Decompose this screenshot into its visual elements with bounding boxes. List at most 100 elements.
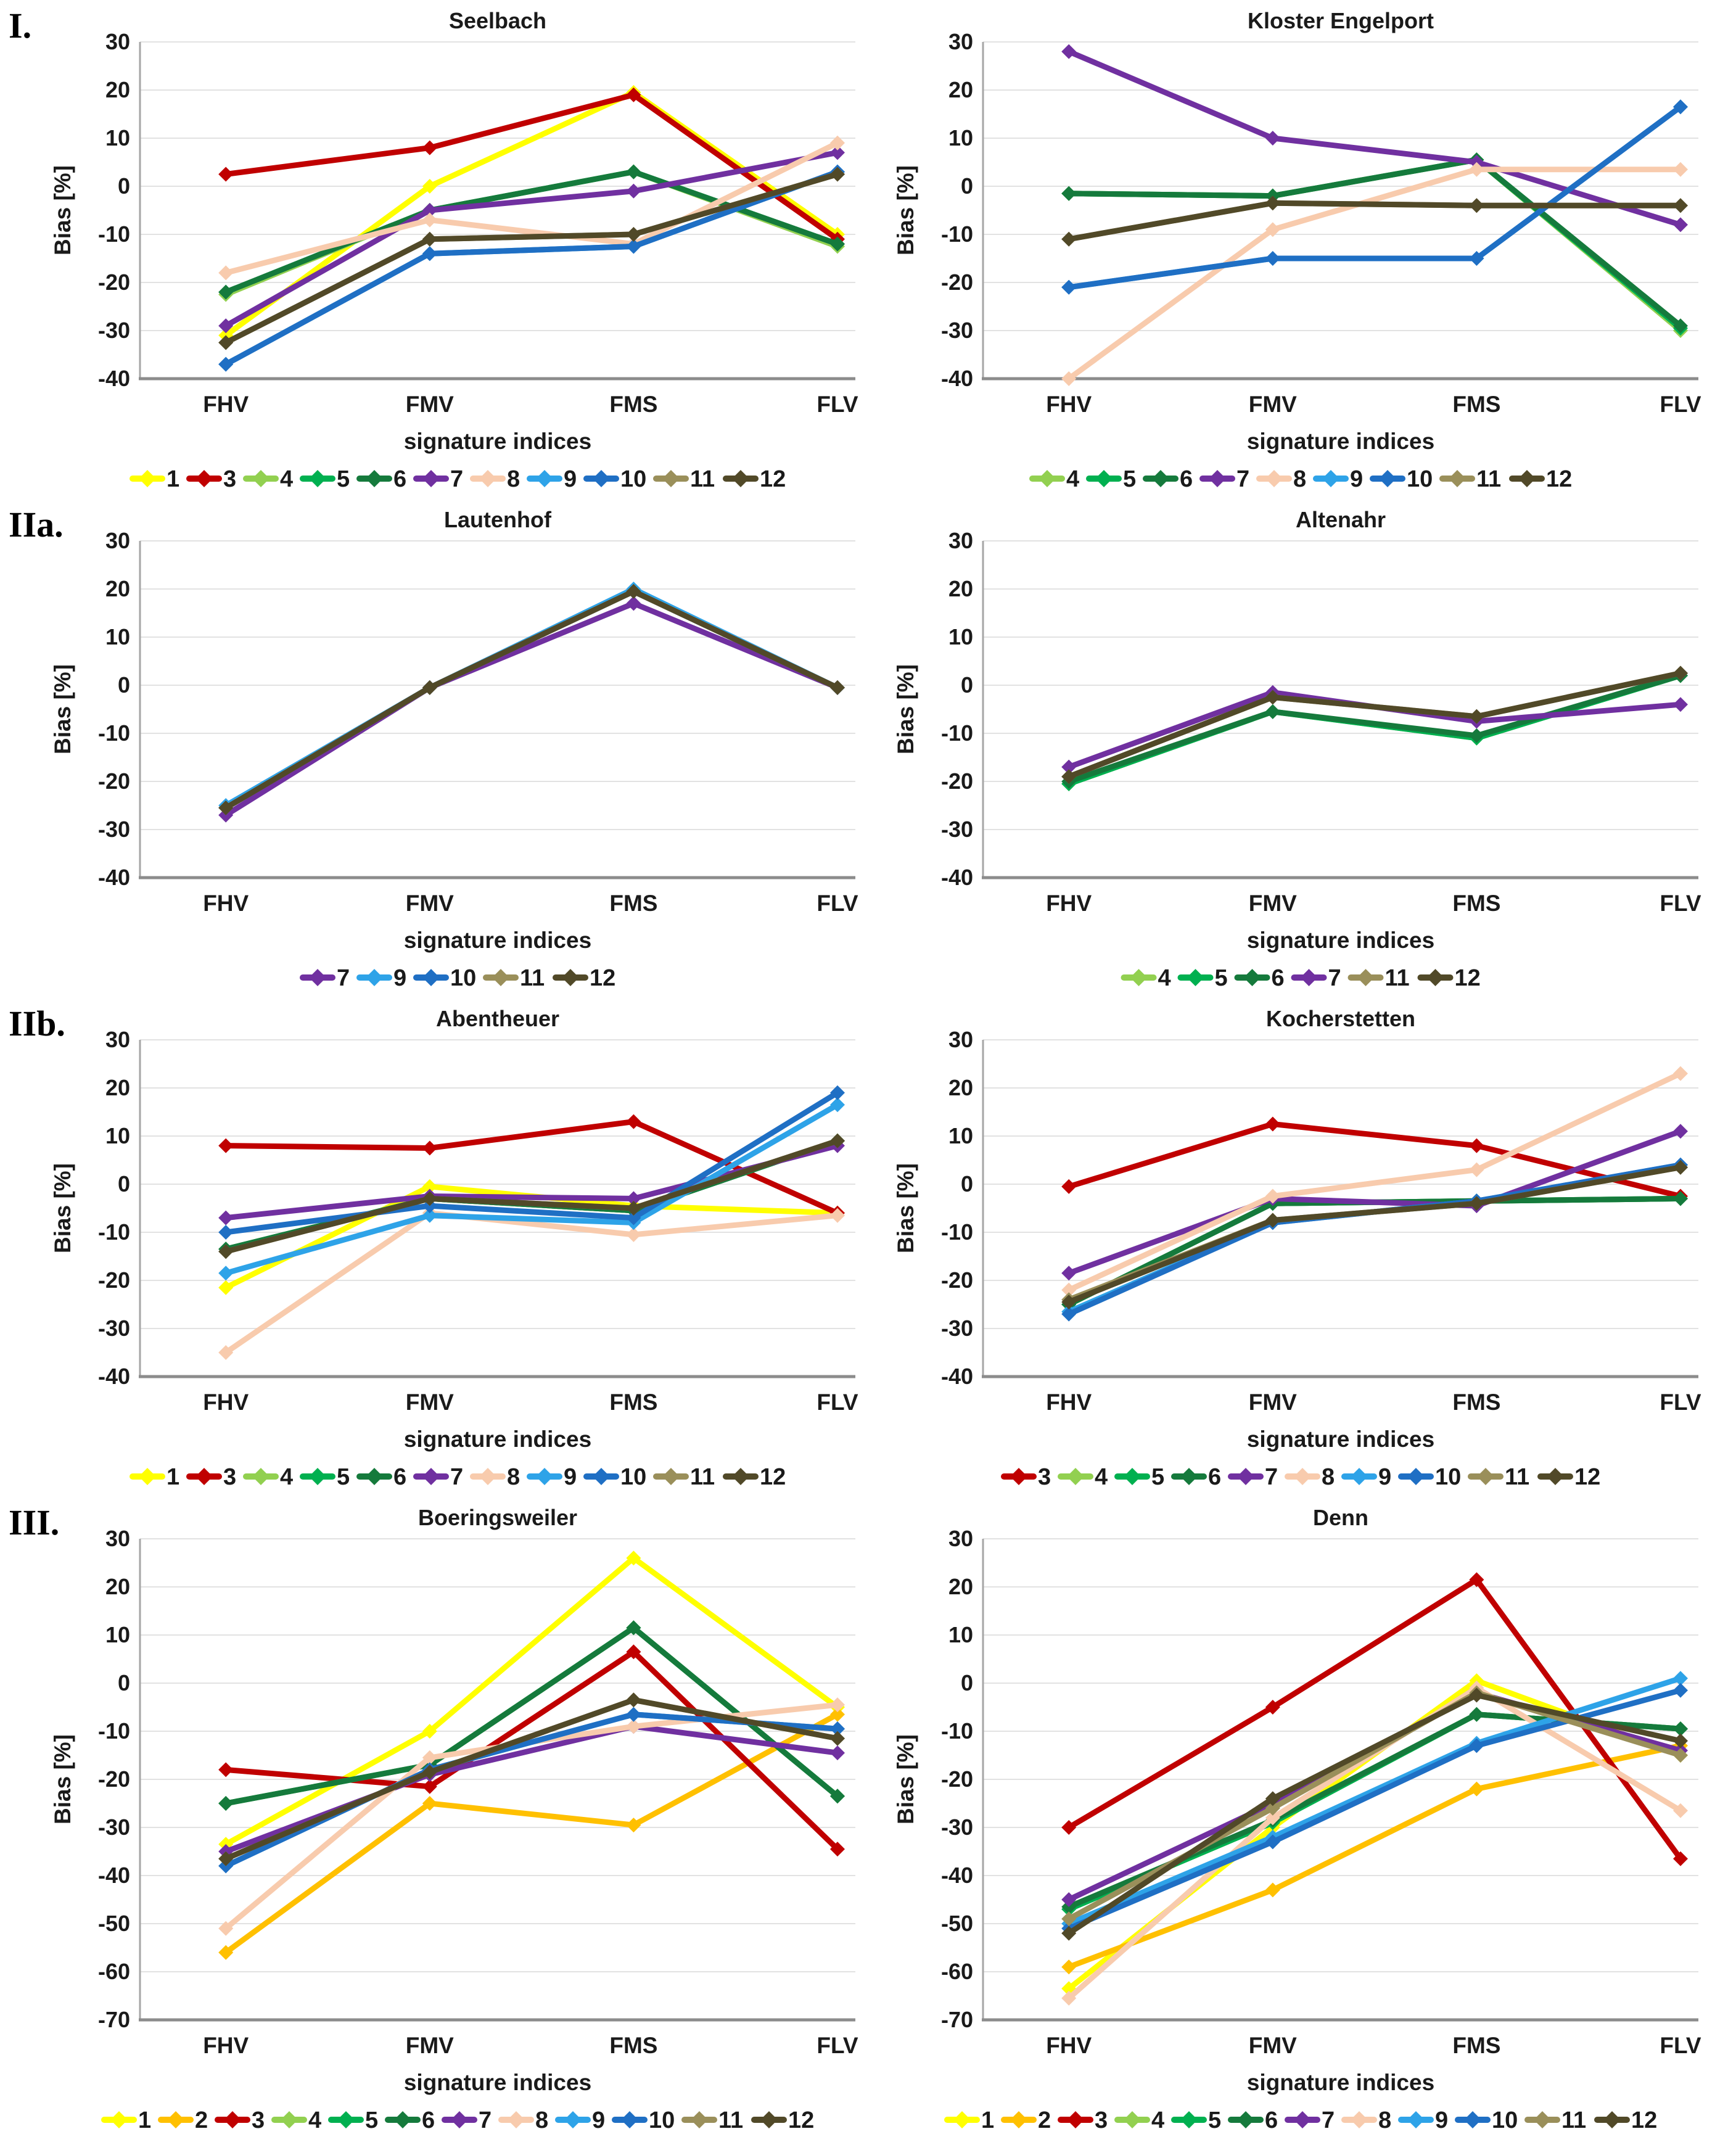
y-tick-label: -70 — [98, 2007, 130, 2032]
series-point-12 — [830, 1731, 845, 1746]
legend-marker-diamond-1 — [110, 2111, 128, 2128]
line-chart-kloster-engelport: 30 20 10 0 -10 -20 -30 -40 Kloster Engelport Bias… — [893, 8, 1701, 492]
series-line-10 — [223, 588, 841, 811]
y-tick-label: 0 — [118, 1171, 130, 1197]
y-tick-label: 10 — [105, 125, 130, 150]
legend-label-10: 10 — [1435, 1464, 1461, 1490]
legend-marker-diamond-11 — [1534, 2111, 1551, 2128]
legend-label-11: 11 — [718, 2107, 743, 2133]
series-point-7 — [1061, 44, 1077, 59]
x-tick-label: FHV — [1046, 2033, 1092, 2058]
x-axis-label: signature indices — [404, 1427, 591, 1452]
chart-row-3: III. 30 20 10 0 -10 -20 -30 -40 -50 -60 -70 Boering… — [0, 1501, 1736, 2141]
legend-label-12: 12 — [590, 965, 615, 991]
legend-label-4: 4 — [1151, 2107, 1164, 2133]
series-point-10 — [626, 1707, 641, 1722]
x-tick-label: FMS — [609, 891, 657, 916]
legend-marker-diamond-4 — [1039, 470, 1056, 487]
series-point-8 — [1061, 371, 1077, 386]
y-tick-label: -10 — [941, 1219, 973, 1245]
chart-row-2b: IIb. 30 20 10 0 -10 -20 -30 -40 Abentheuer Bias [… — [0, 1002, 1736, 1498]
legend-marker-diamond-6 — [1243, 969, 1261, 986]
legend-marker-diamond-6 — [1237, 2111, 1254, 2128]
legend-marker-diamond-9 — [536, 1468, 553, 1485]
chart-title: Boeringsweiler — [418, 1505, 577, 1530]
y-tick-label: -50 — [941, 1911, 973, 1936]
series-point-1 — [422, 1724, 437, 1739]
series-point-10 — [422, 246, 437, 262]
x-tick-label: FHV — [203, 392, 249, 417]
legend-label-4: 4 — [1066, 466, 1079, 492]
series-point-1 — [218, 1280, 234, 1295]
x-tick-label: FMV — [1249, 1390, 1297, 1415]
y-tick-label: -10 — [98, 1718, 130, 1744]
legend-label-4: 4 — [1158, 965, 1171, 991]
legend-marker-diamond-8 — [479, 470, 496, 487]
chart-cell: 30 20 10 0 -10 -20 -30 -40 Seelbach Bias [%] FHV FM… — [44, 4, 874, 500]
x-tick-label: FLV — [1660, 2033, 1701, 2058]
series-line-2 — [1066, 1742, 1684, 1970]
legend-label-8: 8 — [535, 2107, 548, 2133]
legend-label-5: 5 — [337, 1464, 350, 1490]
legend-marker-diamond-9 — [366, 969, 383, 986]
series-line-6 — [223, 1625, 841, 1806]
x-axis-label: signature indices — [1247, 429, 1434, 454]
legend-label-6: 6 — [422, 2107, 435, 2133]
row-label-1: I. — [9, 6, 32, 46]
series-point-12 — [1061, 231, 1077, 247]
legend-label-7: 7 — [1265, 1464, 1278, 1490]
series-point-11 — [1061, 1911, 1077, 1927]
legend-marker-diamond-10 — [422, 969, 440, 986]
line-chart-abentheuer: 30 20 10 0 -10 -20 -30 -40 Abentheuer Bias [%] FHV… — [50, 1006, 858, 1490]
y-tick-label: -20 — [941, 270, 973, 295]
series-point-6 — [830, 236, 845, 252]
x-tick-label: FMS — [609, 2033, 657, 2058]
series-point-3 — [218, 167, 234, 182]
series-line-6 — [1066, 1711, 1684, 1910]
series-point-8 — [1673, 162, 1688, 177]
line-chart-altenahr: 30 20 10 0 -10 -20 -30 -40 Altenahr Bias [%] FHV FM… — [893, 507, 1701, 991]
series-point-9 — [218, 1266, 234, 1281]
legend-marker-diamond-8 — [508, 2111, 525, 2128]
legend-label-9: 9 — [1378, 1464, 1391, 1490]
legend-label-12: 12 — [760, 466, 786, 492]
legend-label-12: 12 — [1455, 965, 1481, 991]
y-axis-label: Bias [%] — [893, 1163, 918, 1253]
y-tick-label: -30 — [941, 1814, 973, 1840]
series-point-12 — [1673, 198, 1688, 213]
series-point-7 — [1061, 759, 1077, 775]
series-line-9 — [1066, 1675, 1684, 1927]
legend-marker-diamond-12 — [1426, 969, 1444, 986]
series-point-8 — [1265, 1188, 1280, 1204]
legend-label-3: 3 — [1038, 1464, 1051, 1490]
y-tick-label: -20 — [941, 768, 973, 794]
series-point-10 — [1673, 99, 1688, 115]
series-point-12 — [1061, 769, 1077, 785]
series-point-7 — [218, 1210, 234, 1225]
y-tick-label: 0 — [961, 173, 973, 199]
series-point-8 — [1265, 222, 1280, 237]
y-tick-label: 0 — [118, 672, 130, 698]
chart-title: Seelbach — [449, 8, 546, 33]
legend-label-7: 7 — [450, 466, 463, 492]
series-point-12 — [626, 1201, 641, 1216]
series-point-8 — [830, 1208, 845, 1223]
legend-label-7: 7 — [479, 2107, 492, 2133]
series-point-12 — [1469, 198, 1484, 213]
legend-marker-diamond-11 — [1449, 470, 1466, 487]
series-point-6 — [1469, 1707, 1484, 1722]
y-tick-label: 10 — [948, 1622, 973, 1647]
y-tick-label: 0 — [961, 1171, 973, 1197]
series-point-6 — [1061, 186, 1077, 201]
x-axis-label: signature indices — [1247, 928, 1434, 953]
y-tick-label: -30 — [98, 318, 130, 343]
series-line-7 — [1066, 1128, 1684, 1276]
legend-label-8: 8 — [1293, 466, 1306, 492]
series-line-5 — [1066, 157, 1684, 331]
legend-label-10: 10 — [620, 1464, 646, 1490]
legend-marker-diamond-7 — [1300, 969, 1318, 986]
legend-marker-diamond-6 — [394, 2111, 411, 2128]
y-axis-label: Bias [%] — [50, 1163, 75, 1253]
series-line-2 — [223, 1711, 841, 1956]
